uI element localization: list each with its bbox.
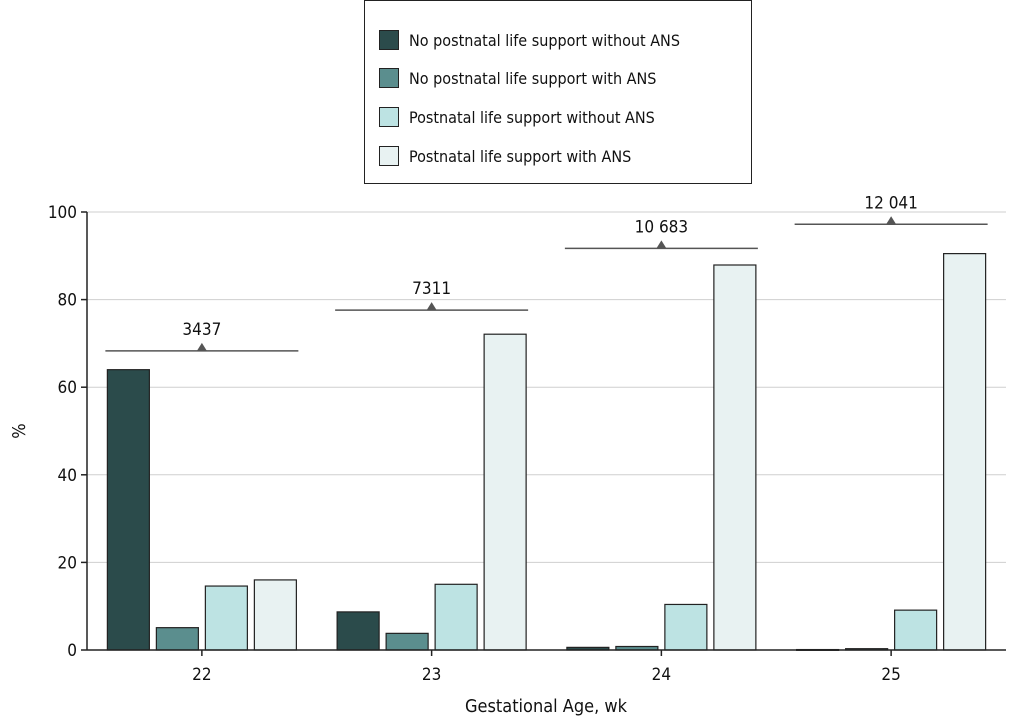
annotation-marker (656, 240, 667, 249)
y-tick-label: 80 (58, 291, 77, 311)
annotation-label: 12 041 (864, 193, 918, 213)
y-tick-label: 100 (48, 203, 77, 223)
annotation-label: 7311 (412, 279, 451, 299)
bar (204, 585, 248, 651)
legend-item: Postnatal life support with ANS (379, 144, 631, 168)
x-tick-label: 25 (881, 665, 900, 685)
bar (253, 579, 297, 651)
x-tick-label: 24 (652, 665, 671, 685)
legend-swatch (379, 30, 399, 50)
legend: No postnatal life support without ANS No… (364, 0, 752, 184)
bar (713, 264, 757, 651)
legend-label: Postnatal life support without ANS (409, 107, 655, 127)
axes (86, 212, 1006, 651)
annotation-marker (426, 302, 437, 311)
y-axis-title: % (9, 423, 30, 438)
annotation-marker (886, 216, 897, 225)
legend-item: Postnatal life support without ANS (379, 105, 655, 129)
count-annotations: 3437 7311 10 683 12 041 (105, 193, 988, 352)
legend-label: No postnatal life support with ANS (409, 68, 657, 88)
y-ticks: 0 20 40 60 80 100 (48, 203, 87, 661)
y-tick-label: 0 (67, 641, 77, 661)
legend-swatch (379, 146, 399, 166)
legend-swatch (379, 68, 399, 88)
bar (106, 369, 150, 651)
legend-label: No postnatal life support without ANS (409, 30, 680, 50)
y-tick-label: 40 (58, 466, 77, 486)
annotation-marker (196, 342, 207, 351)
bar (155, 627, 199, 651)
grid-lines (87, 211, 1006, 563)
bar (336, 611, 380, 651)
legend-label: Postnatal life support with ANS (409, 146, 632, 166)
annotation-label: 10 683 (635, 217, 689, 237)
bar (434, 583, 478, 651)
y-tick-label: 20 (58, 553, 77, 573)
legend-item: No postnatal life support without ANS (379, 28, 680, 52)
x-tick-label: 23 (422, 665, 441, 685)
x-ticks: 22 23 24 25 (192, 650, 901, 685)
annotation-label: 3437 (182, 320, 221, 340)
y-tick-label: 60 (58, 378, 77, 398)
bar (894, 609, 938, 651)
x-axis-title: Gestational Age, wk (465, 696, 628, 717)
legend-swatch (379, 107, 399, 127)
bars (106, 253, 987, 651)
x-tick-label: 22 (192, 665, 211, 685)
legend-item: No postnatal life support with ANS (379, 66, 656, 90)
bar (664, 603, 708, 651)
bar (385, 632, 429, 651)
bar (943, 253, 987, 651)
bar (483, 333, 527, 651)
